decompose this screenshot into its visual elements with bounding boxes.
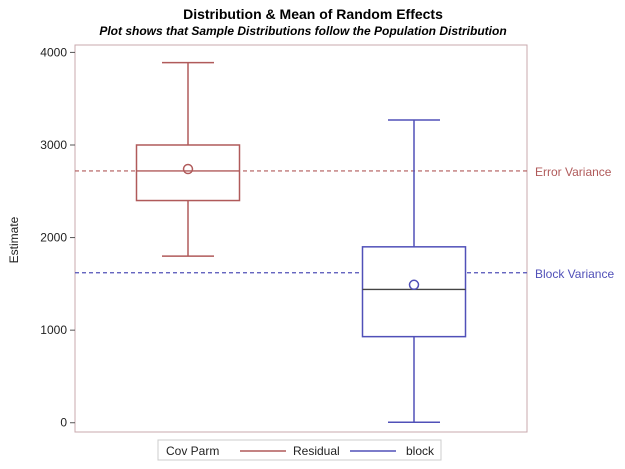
legend-label-residual: Residual [293,444,340,458]
y-tick-label: 3000 [40,138,67,152]
box-block [361,119,467,424]
plot-frame [74,44,528,433]
legend-frame [157,439,442,461]
legend-label-block: block [406,444,435,458]
box-iqr [135,144,241,202]
legend: Cov Parm Residual block [157,439,442,461]
reference-line-label: Block Variance [535,267,614,281]
reference-lines: Error Variance Block Variance [75,165,614,281]
y-tick-label: 4000 [40,45,67,59]
reference-line-label: Error Variance [535,165,612,179]
box-iqr [361,246,467,338]
y-axis: 0 1000 2000 3000 4000 [40,45,75,430]
y-tick-label: 1000 [40,323,67,337]
legend-title: Cov Parm [166,444,219,458]
chart-title: Distribution & Mean of Random Effects [183,6,443,22]
y-tick-label: 2000 [40,231,67,245]
y-axis-label: Estimate [7,216,21,263]
mean-marker [182,163,194,175]
box-plots [135,61,467,424]
chart-subtitle: Plot shows that Sample Distributions fol… [99,24,506,38]
box-residual [135,61,241,257]
y-tick-label: 0 [60,416,67,430]
mean-marker [408,279,420,291]
